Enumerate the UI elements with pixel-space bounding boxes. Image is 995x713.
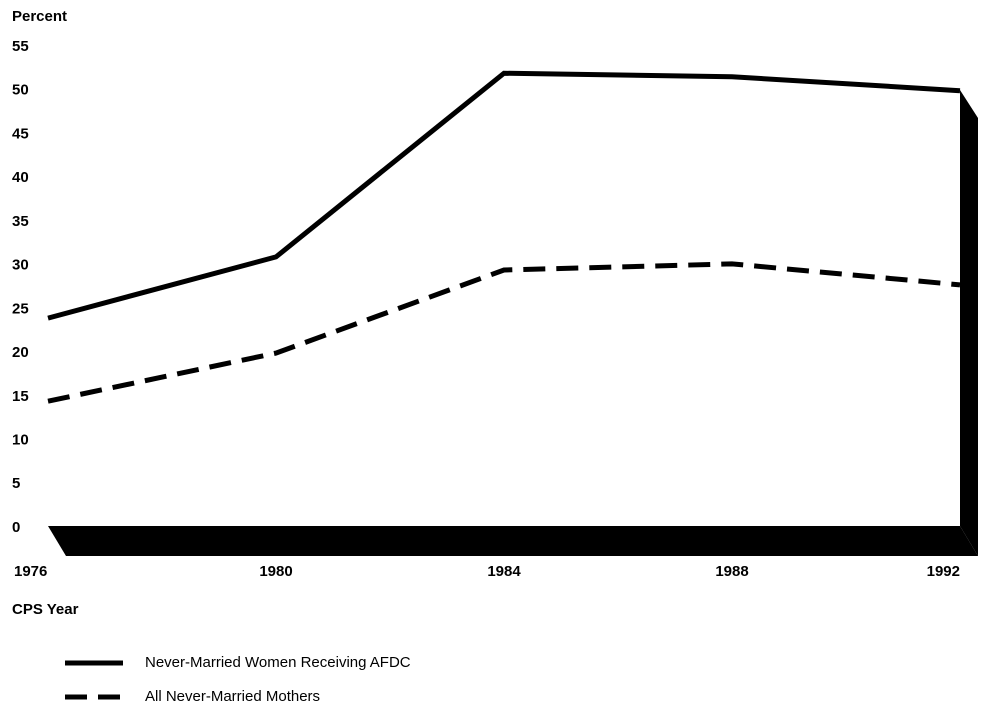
y-tick-label: 10 — [12, 432, 29, 449]
floor — [48, 526, 978, 556]
x-tick-label: 1980 — [259, 563, 292, 580]
right-wall — [960, 90, 978, 556]
legend-label: Never-Married Women Receiving AFDC — [145, 654, 411, 671]
y-axis-label: Percent — [12, 8, 67, 25]
x-tick-label: 1988 — [715, 563, 748, 580]
y-tick-label: 5 — [12, 475, 20, 492]
y-tick-label: 30 — [12, 257, 29, 274]
legend-label: All Never-Married Mothers — [145, 688, 320, 705]
x-tick-label: 1984 — [487, 563, 521, 580]
y-tick-label: 45 — [12, 125, 29, 142]
y-tick-label: 55 — [12, 38, 29, 55]
series-line — [47, 261, 961, 404]
y-tick-label: 15 — [12, 388, 29, 405]
y-tick-label: 0 — [12, 519, 20, 536]
y-tick-label: 20 — [12, 344, 29, 361]
y-tick-label: 35 — [12, 213, 29, 230]
x-tick-label: 1976 — [14, 563, 47, 580]
y-tick-label: 25 — [12, 300, 29, 317]
y-tick-label: 40 — [12, 169, 29, 186]
series-line — [47, 70, 961, 321]
y-tick-label: 50 — [12, 82, 29, 99]
x-tick-label: 1992 — [927, 563, 960, 580]
x-axis-label: CPS Year — [12, 601, 79, 618]
